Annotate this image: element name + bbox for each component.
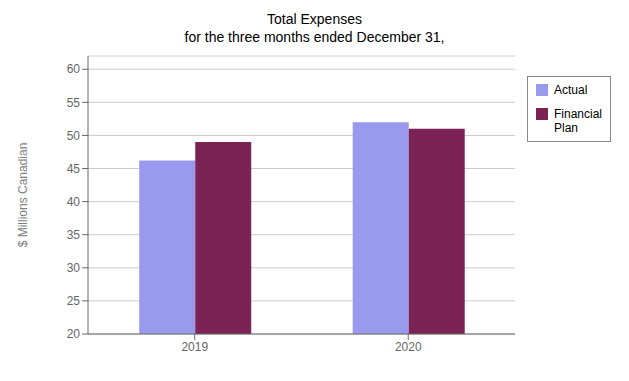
svg-text:30: 30: [67, 261, 81, 275]
html-text:Total Expenses: Total Expenses: [267, 11, 362, 27]
svg-text:20: 20: [67, 327, 81, 341]
html-text:Actual: Actual: [554, 83, 588, 97]
html-text:for the three months ended Dec: for the three months ended December 31,: [184, 29, 445, 45]
svg-text:55: 55: [67, 96, 81, 110]
svg-text:$ Millions Canadian: $ Millions Canadian: [16, 143, 30, 248]
html-text:Financial: Financial: [554, 107, 602, 121]
html-text:Plan: Plan: [554, 121, 578, 135]
svg-text:25: 25: [67, 294, 81, 308]
svg-text:60: 60: [67, 62, 81, 76]
svg-text:40: 40: [67, 195, 81, 209]
svg-text:45: 45: [67, 162, 81, 176]
svg-text:50: 50: [67, 129, 81, 143]
svg-text:2019: 2019: [181, 340, 208, 354]
svg-text:35: 35: [67, 228, 81, 242]
svg-text:2020: 2020: [395, 340, 422, 354]
